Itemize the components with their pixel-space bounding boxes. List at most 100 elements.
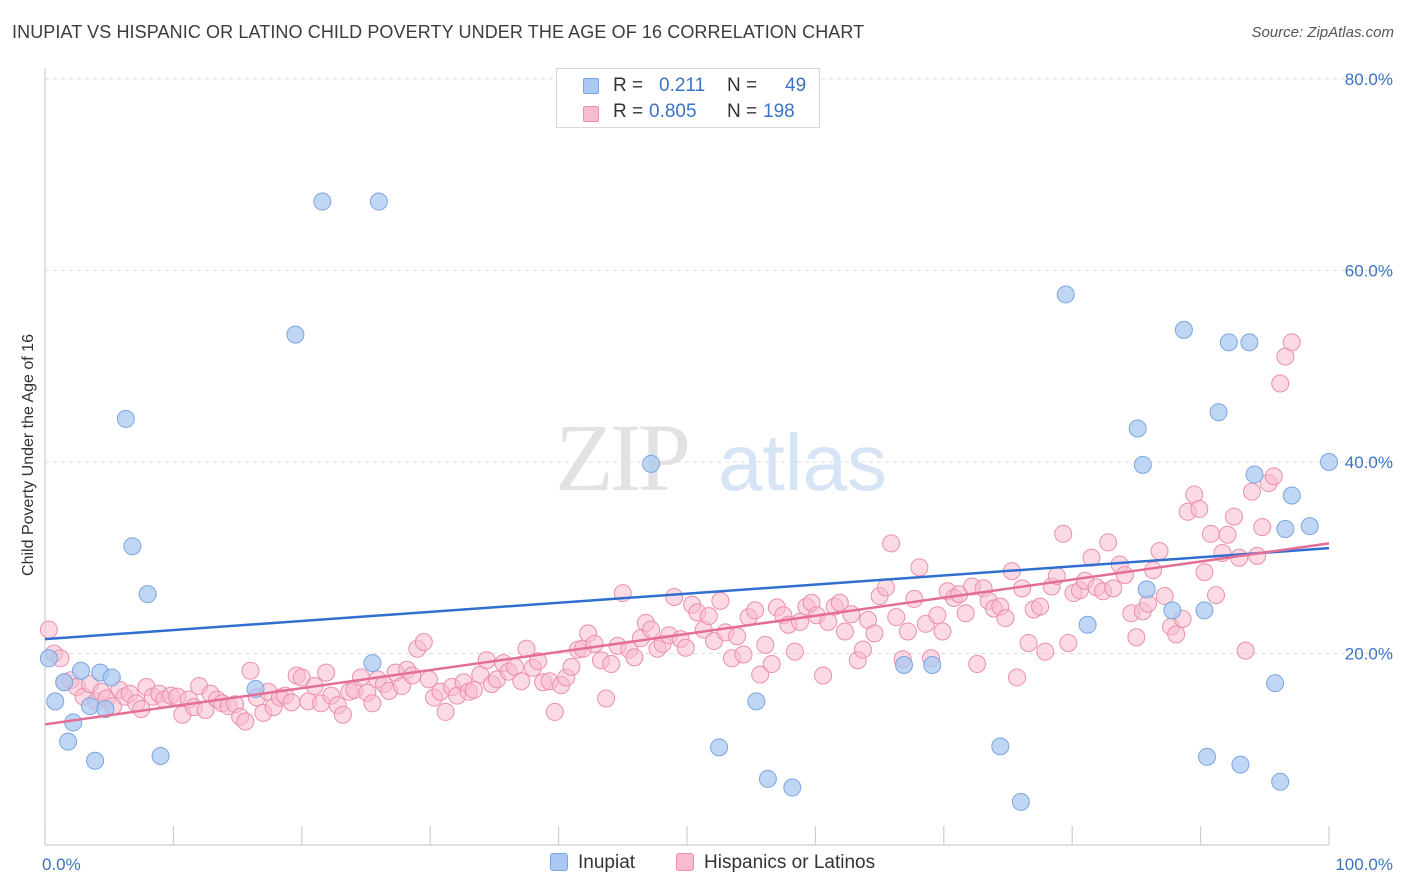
legend-r-value: 0.805 (649, 101, 697, 122)
legend-item-hispanics: Hispanics or Latinos (676, 852, 875, 874)
inupiat-point (151, 746, 170, 765)
inupiat-point (642, 454, 661, 473)
hispanics-point (1104, 579, 1123, 598)
inupiat-point (1133, 455, 1152, 474)
legend-swatch-inupiat (583, 78, 599, 94)
grid-lines (45, 78, 1392, 654)
y-axis-label: Child Poverty Under the Age of 16 (20, 334, 37, 576)
inupiat-point (59, 732, 78, 751)
hispanics-point (887, 608, 906, 627)
inupiat-point (1300, 517, 1319, 536)
inupiat-point (286, 325, 305, 344)
inupiat-point (1271, 772, 1290, 791)
hispanics-point (814, 666, 833, 685)
hispanics-point (1253, 518, 1272, 537)
hispanics-point (1099, 533, 1118, 552)
hispanics-point (1248, 546, 1267, 565)
hispanics-point (1167, 625, 1186, 644)
hispanics-point (835, 622, 854, 641)
hispanics-point (699, 607, 718, 626)
inupiat-point (55, 673, 74, 692)
hispanics-point (996, 609, 1015, 628)
hispanics-point (602, 655, 621, 674)
inupiat-point (1231, 755, 1250, 774)
inupiat-point (71, 661, 90, 680)
inupiat-point (1245, 465, 1264, 484)
chart-title: INUPIAT VS HISPANIC OR LATINO CHILD POVE… (12, 22, 865, 42)
hispanics-point (1059, 633, 1078, 652)
hispanics-point (1115, 565, 1134, 584)
legend-swatch-hispanics (583, 106, 599, 122)
trend-lines (44, 542, 1330, 726)
y-tick-label: 20.0% (1345, 645, 1393, 664)
x-tick-label-min: 0.0% (42, 855, 81, 874)
hispanics-point (545, 702, 564, 721)
hispanics-point (756, 635, 775, 654)
hispanics-point (1007, 668, 1026, 687)
hispanics-point (1242, 482, 1261, 501)
inupiat-point (80, 697, 99, 716)
inupiat-point (1276, 520, 1295, 539)
x-tick-label-max: 100.0% (1335, 855, 1393, 874)
hispanics-point (665, 588, 684, 607)
hispanics-point (1264, 467, 1283, 486)
hispanics-point (403, 666, 422, 685)
hispanics-point (363, 694, 382, 713)
inupiat-point (313, 192, 332, 211)
hispanics-point (512, 672, 531, 691)
hispanics-point (910, 558, 929, 577)
hispanics-point (39, 620, 58, 639)
inupiat-point (1282, 486, 1301, 505)
hispanics-point (1195, 563, 1214, 582)
hispanics-point (436, 702, 455, 721)
hispanics-point (865, 624, 884, 643)
hispanics-point (1019, 633, 1038, 652)
hispanics-point (928, 606, 947, 625)
hispanics-point (292, 668, 311, 687)
inupiat-trend-line (44, 546, 1330, 641)
inupiat-point (1209, 403, 1228, 422)
hispanics-point (625, 648, 644, 667)
hispanics-point (1150, 542, 1169, 561)
hispanics-point (414, 633, 433, 652)
hispanics-point (333, 705, 352, 724)
inupiat-point (894, 655, 913, 674)
watermark-atlas: atlas (718, 418, 887, 507)
hispanics-point (762, 655, 781, 674)
legend-r-label: R = (613, 101, 644, 122)
legend-label-hispanics: Hispanics or Latinos (704, 852, 876, 873)
inupiat-point (923, 655, 942, 674)
hispanics-point (905, 589, 924, 608)
legend-swatch-inupiat (550, 853, 568, 871)
legend-r-label: R = (613, 75, 644, 96)
hispanics-point (464, 680, 483, 699)
inupiat-point (1078, 615, 1097, 634)
hispanics-point (585, 634, 604, 653)
hispanics-point (1036, 642, 1055, 661)
inupiat-point (1266, 674, 1285, 693)
inupiat-point (1056, 285, 1075, 304)
source-label: Source: ZipAtlas.com (1251, 24, 1394, 41)
inupiat-point (747, 692, 766, 711)
hispanics-point (1127, 628, 1146, 647)
hispanics-point (351, 668, 370, 687)
hispanics-point (1031, 597, 1050, 616)
hispanics-point (751, 665, 770, 684)
inupiat-point (991, 737, 1010, 756)
hispanics-point (676, 638, 695, 657)
hispanics-point (1155, 587, 1174, 606)
inupiat-point (710, 738, 729, 757)
inupiat-point (123, 537, 142, 556)
hispanics-point (853, 640, 872, 659)
legend-swatch-hispanics (676, 853, 694, 871)
hispanics-point (1224, 507, 1243, 526)
series-inupiat-points (39, 192, 1338, 811)
watermark-zip: ZIP (555, 404, 688, 511)
stats-legend: R = 0.211 N = 49 R = 0.805 N = 198 (556, 68, 820, 128)
legend-n-label: N = (727, 101, 758, 122)
legend-label-inupiat: Inupiat (578, 852, 636, 873)
hispanics-point (1054, 524, 1073, 543)
hispanics-point (882, 534, 901, 553)
inupiat-point (96, 700, 115, 719)
hispanics-point (898, 622, 917, 641)
